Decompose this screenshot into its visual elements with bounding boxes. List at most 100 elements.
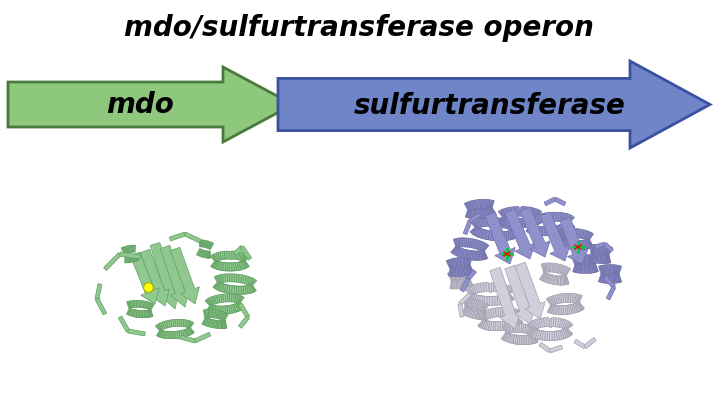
Polygon shape: [238, 302, 243, 309]
Polygon shape: [510, 324, 513, 333]
Polygon shape: [607, 247, 612, 256]
Polygon shape: [522, 219, 525, 228]
Polygon shape: [547, 227, 551, 236]
Polygon shape: [597, 255, 600, 264]
Polygon shape: [541, 227, 544, 236]
Polygon shape: [581, 265, 583, 274]
Polygon shape: [477, 315, 485, 322]
Polygon shape: [139, 301, 141, 308]
Polygon shape: [486, 231, 490, 240]
Polygon shape: [565, 269, 571, 277]
Polygon shape: [216, 311, 219, 319]
Polygon shape: [536, 216, 542, 223]
Polygon shape: [505, 209, 535, 259]
Polygon shape: [138, 311, 140, 318]
Polygon shape: [477, 301, 481, 310]
Polygon shape: [495, 296, 498, 305]
Polygon shape: [584, 231, 588, 240]
Polygon shape: [174, 331, 177, 339]
Polygon shape: [563, 224, 568, 233]
Polygon shape: [560, 238, 565, 247]
Polygon shape: [241, 254, 246, 261]
Polygon shape: [531, 217, 536, 226]
Polygon shape: [488, 322, 492, 330]
Polygon shape: [237, 252, 240, 260]
Polygon shape: [531, 226, 536, 235]
Polygon shape: [527, 328, 535, 335]
Polygon shape: [132, 245, 134, 253]
Polygon shape: [73, 202, 293, 371]
Polygon shape: [469, 251, 472, 260]
Polygon shape: [554, 295, 558, 305]
Polygon shape: [589, 245, 592, 254]
Polygon shape: [483, 230, 488, 240]
Polygon shape: [477, 219, 481, 228]
Polygon shape: [465, 250, 468, 259]
Polygon shape: [513, 226, 521, 232]
Polygon shape: [167, 332, 169, 339]
Polygon shape: [554, 213, 556, 222]
Polygon shape: [484, 321, 488, 330]
Polygon shape: [561, 276, 564, 285]
Polygon shape: [466, 288, 473, 296]
Polygon shape: [167, 332, 169, 339]
Polygon shape: [506, 287, 512, 295]
Polygon shape: [233, 305, 236, 313]
Polygon shape: [515, 262, 546, 319]
Polygon shape: [559, 330, 562, 340]
Polygon shape: [577, 241, 579, 250]
Polygon shape: [481, 296, 485, 305]
Polygon shape: [601, 245, 603, 254]
Polygon shape: [473, 220, 479, 229]
Polygon shape: [561, 330, 566, 339]
Polygon shape: [528, 225, 533, 234]
Polygon shape: [493, 308, 497, 318]
Polygon shape: [467, 266, 472, 275]
Polygon shape: [95, 298, 107, 315]
Polygon shape: [233, 246, 243, 256]
Polygon shape: [555, 264, 558, 273]
Polygon shape: [485, 213, 516, 264]
Polygon shape: [585, 265, 587, 274]
Polygon shape: [560, 330, 564, 339]
Polygon shape: [525, 219, 528, 228]
Polygon shape: [482, 303, 487, 311]
Polygon shape: [517, 219, 520, 228]
Polygon shape: [460, 238, 462, 247]
Polygon shape: [218, 252, 222, 260]
Polygon shape: [576, 241, 578, 250]
Polygon shape: [507, 293, 513, 301]
Polygon shape: [567, 240, 570, 249]
Polygon shape: [449, 272, 454, 281]
Polygon shape: [219, 321, 220, 329]
Polygon shape: [221, 321, 223, 329]
Polygon shape: [454, 239, 458, 248]
Polygon shape: [477, 311, 480, 320]
Polygon shape: [476, 310, 479, 320]
Polygon shape: [233, 252, 236, 260]
Polygon shape: [552, 226, 556, 236]
Polygon shape: [466, 278, 470, 286]
Polygon shape: [131, 256, 134, 262]
Polygon shape: [466, 293, 472, 300]
Polygon shape: [158, 324, 162, 330]
Polygon shape: [530, 217, 533, 227]
Polygon shape: [584, 241, 587, 249]
Polygon shape: [542, 331, 546, 340]
Polygon shape: [234, 304, 239, 312]
Polygon shape: [128, 329, 145, 336]
Polygon shape: [563, 276, 565, 285]
Polygon shape: [202, 241, 204, 247]
Polygon shape: [578, 255, 581, 264]
Polygon shape: [577, 303, 582, 311]
Polygon shape: [180, 331, 183, 338]
Polygon shape: [496, 218, 500, 227]
Polygon shape: [600, 255, 602, 264]
Polygon shape: [455, 268, 457, 277]
Polygon shape: [223, 306, 226, 314]
Polygon shape: [225, 274, 228, 282]
Polygon shape: [120, 252, 140, 259]
Polygon shape: [569, 305, 572, 314]
Polygon shape: [505, 266, 536, 324]
Polygon shape: [508, 320, 513, 329]
